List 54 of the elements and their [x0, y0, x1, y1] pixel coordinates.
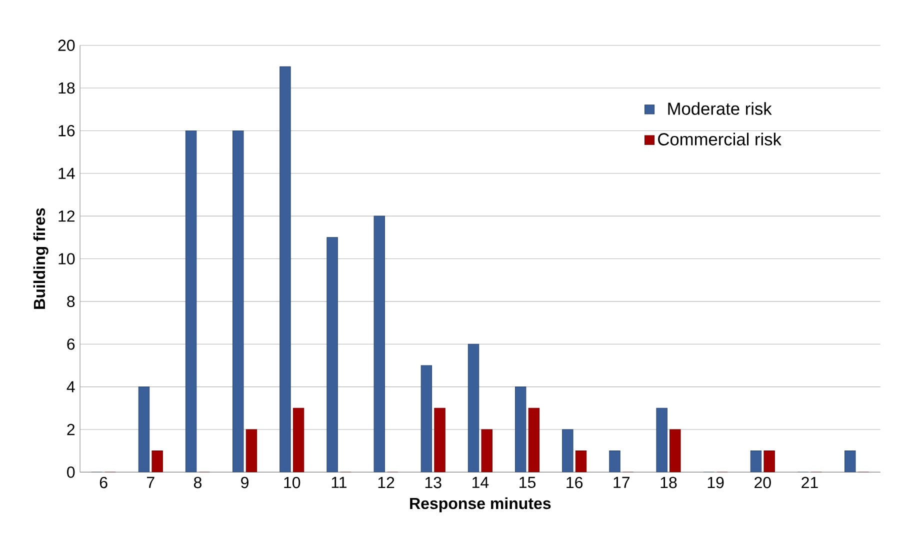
bar	[670, 429, 681, 472]
y-tick-label: 12	[58, 210, 75, 222]
bar	[528, 408, 540, 472]
x-tick-label: 8	[194, 477, 202, 488]
bar	[750, 450, 762, 472]
bar	[326, 237, 338, 472]
x-tick-label: 17	[614, 477, 630, 488]
bar	[514, 386, 526, 472]
x-tick-label: 7	[147, 477, 154, 488]
y-tick-label: 0	[67, 466, 75, 478]
bar	[575, 450, 587, 472]
x-tick-label: 16	[566, 477, 583, 488]
x-tick-label: 10	[284, 477, 300, 488]
bar	[420, 365, 432, 472]
y-tick-label: 4	[66, 382, 75, 393]
y-tick-label: 14	[58, 168, 75, 180]
y-tick-label: 6	[67, 338, 75, 350]
bar	[232, 130, 244, 472]
y-tick-label: 2	[67, 424, 75, 436]
bar	[434, 408, 446, 472]
y-tick-label: 18	[58, 82, 75, 94]
x-tick-label: 9	[241, 477, 248, 488]
legend-label: Moderate risk	[668, 102, 772, 116]
x-tick-label: 12	[378, 477, 394, 488]
x-tick-label: 6	[100, 477, 108, 488]
x-tick-label: 14	[472, 477, 489, 488]
bar	[764, 450, 775, 472]
x-axis-title: Response minutes	[410, 498, 551, 513]
legend-label: Commercial risk	[658, 132, 782, 146]
bar	[609, 450, 620, 472]
bar	[185, 130, 197, 472]
x-tick-label: 21	[802, 477, 818, 488]
y-tick-label: 8	[67, 296, 75, 308]
bar	[374, 216, 385, 472]
x-tick-label: 13	[425, 477, 442, 488]
x-tick-label: 20	[754, 477, 771, 488]
x-tick-label: 15	[520, 477, 536, 488]
bar	[292, 408, 304, 472]
y-tick-label: 20	[58, 40, 75, 52]
bar	[138, 386, 150, 472]
x-tick-label: 11	[332, 477, 346, 488]
y-tick-label: 10	[58, 253, 75, 265]
bar	[468, 344, 480, 472]
y-tick-label: 16	[58, 125, 75, 137]
x-tick-label: 19	[708, 477, 724, 488]
x-tick-label: 18	[660, 477, 677, 488]
bar	[656, 408, 668, 472]
bar	[280, 66, 291, 472]
bar	[844, 450, 856, 472]
bar	[246, 429, 258, 472]
y-axis-title: Building fires	[33, 208, 48, 310]
bar	[481, 429, 492, 472]
bar	[562, 429, 574, 472]
bar	[152, 450, 163, 472]
